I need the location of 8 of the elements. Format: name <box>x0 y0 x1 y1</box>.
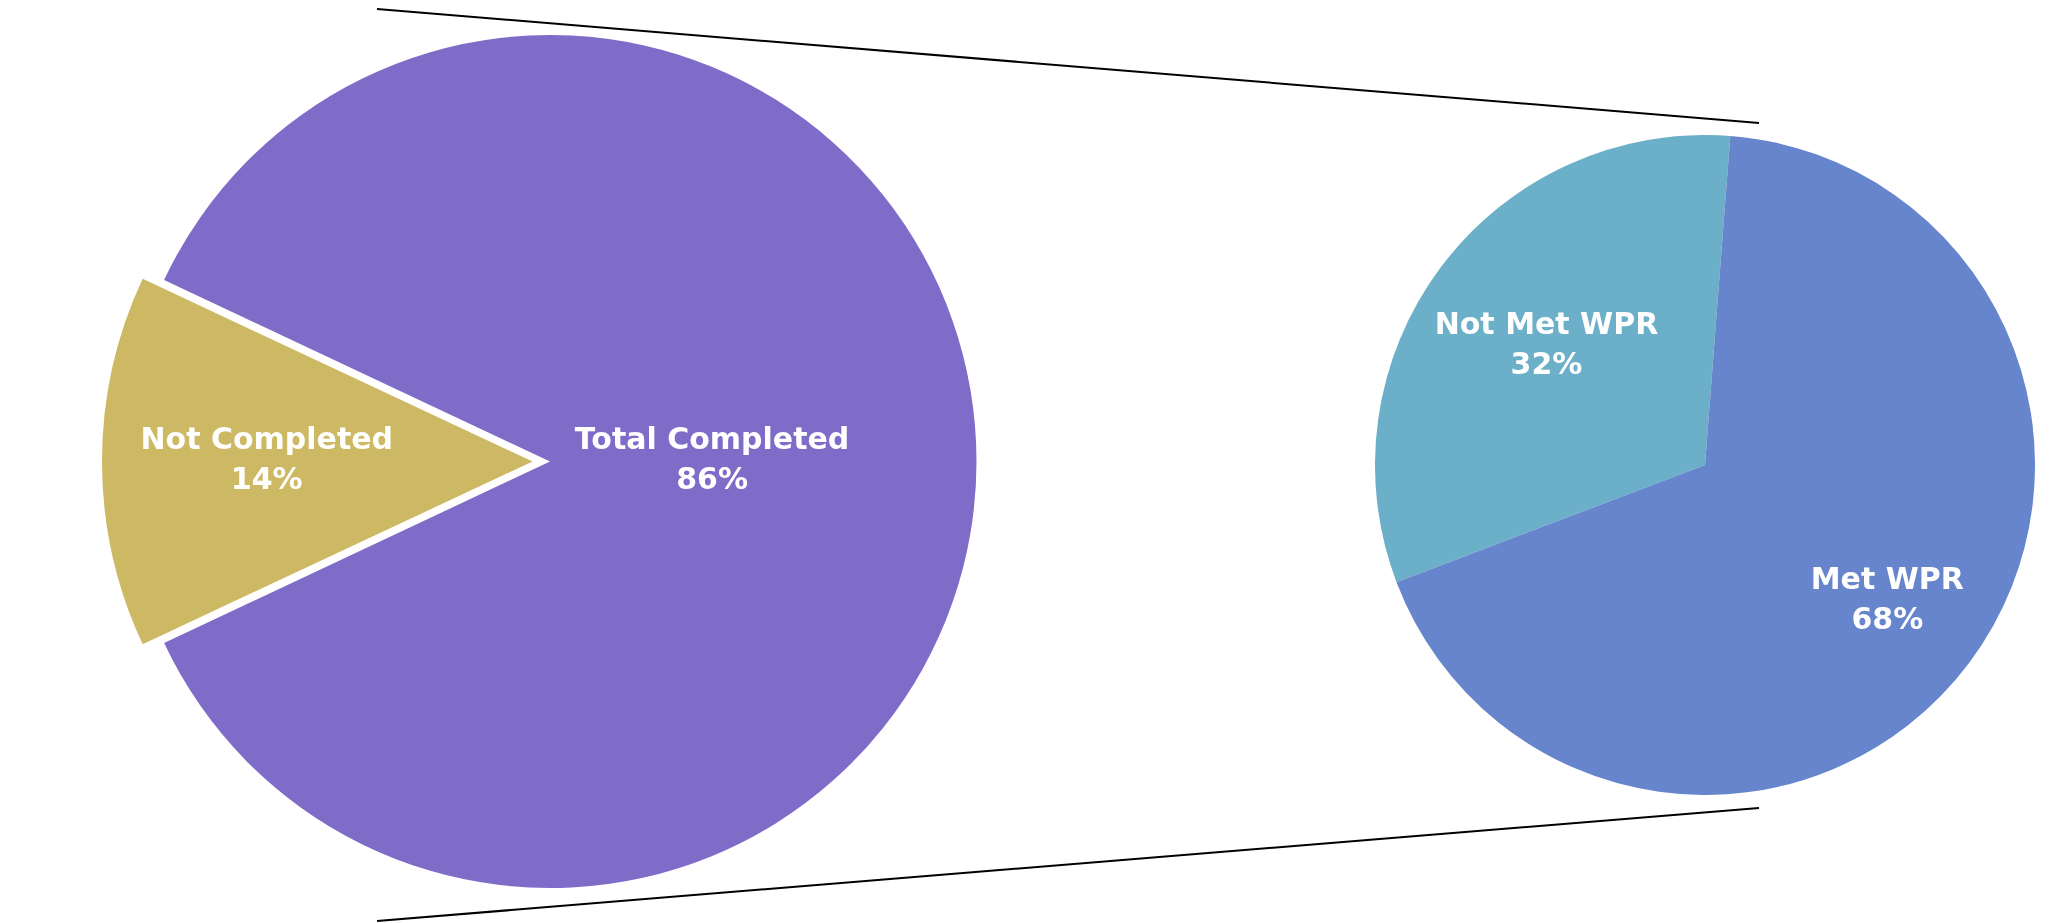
data-label: 68% <box>1851 601 1924 637</box>
slice-label: Not Met WPR <box>1434 306 1659 342</box>
slice-label: Met WPR <box>1810 561 1964 597</box>
slice-label: Not Completed <box>140 421 394 457</box>
slice-label: Total Completed <box>574 421 850 457</box>
data-label: 86% <box>676 461 748 497</box>
data-label: 14% <box>230 461 303 497</box>
data-label: 32% <box>1510 346 1583 382</box>
